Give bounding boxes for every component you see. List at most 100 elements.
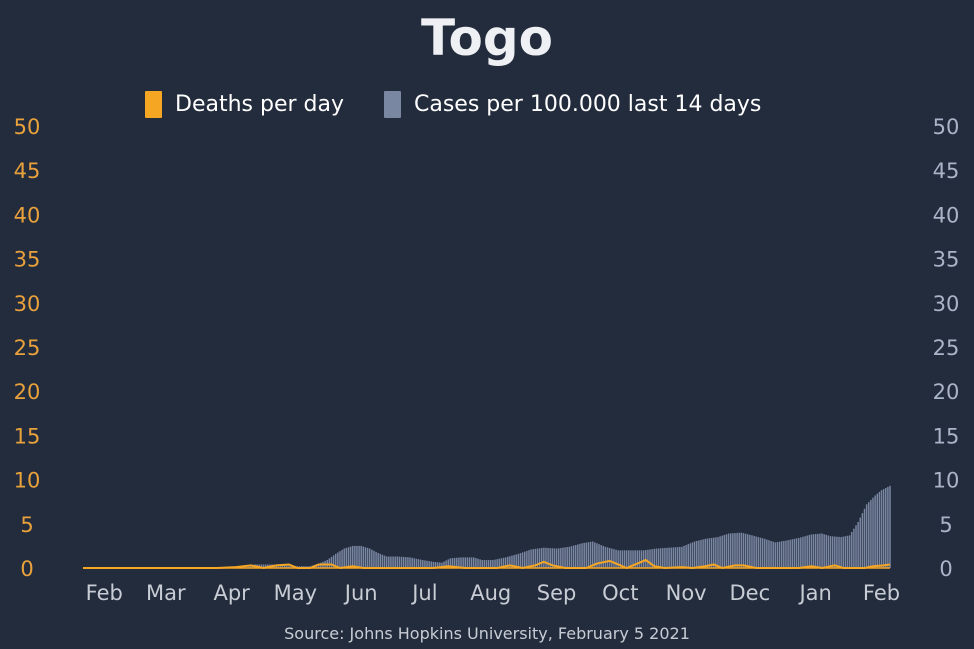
cases-bar — [817, 533, 819, 568]
cases-bar — [793, 538, 796, 568]
cases-bar — [264, 564, 267, 568]
cases-bar — [776, 542, 779, 568]
cases-bar — [494, 559, 496, 568]
cases-bar — [407, 557, 409, 568]
cases-bar — [859, 517, 862, 568]
cases-bar — [598, 544, 600, 568]
cases-bar — [443, 561, 445, 568]
cases-bar — [517, 553, 520, 568]
cases-bar — [823, 534, 825, 568]
chart-title: Togo — [421, 9, 553, 67]
cases-bar — [419, 559, 422, 568]
cases-bar — [260, 564, 263, 568]
cases-bar — [831, 536, 834, 568]
cases-bar — [611, 548, 613, 568]
cases-bar — [814, 534, 817, 568]
cases-bar — [829, 536, 832, 568]
cases-bar — [787, 540, 789, 568]
cases-bar — [874, 495, 876, 568]
cases-bar — [628, 550, 630, 568]
cases-bar — [725, 534, 728, 568]
cases-bar — [351, 545, 354, 568]
cases-bar — [712, 537, 715, 568]
cases-bar — [706, 538, 709, 568]
right-y-tick-label: 5 — [939, 513, 952, 537]
cases-bar — [887, 486, 889, 568]
cases-bars — [207, 485, 891, 568]
legend-label-deaths: Deaths per day — [175, 92, 344, 117]
cases-bar — [504, 557, 507, 568]
cases-bar — [732, 533, 734, 568]
cases-bar — [492, 560, 494, 568]
cases-bar — [766, 539, 768, 568]
cases-bar — [426, 560, 428, 568]
cases-bar — [436, 562, 439, 568]
cases-bar — [572, 545, 575, 568]
cases-bar — [795, 538, 798, 568]
cases-bar — [600, 545, 602, 568]
cases-bar — [477, 558, 479, 568]
cases-bar — [362, 546, 365, 568]
right-y-tick-label: 50 — [933, 115, 960, 139]
cases-bar — [481, 560, 483, 568]
cases-bar — [345, 547, 348, 568]
cases-bar — [719, 536, 721, 568]
cases-bar — [375, 551, 377, 568]
cases-bar — [736, 532, 738, 568]
x-tick-label-apr: Apr — [213, 581, 250, 605]
cases-bar — [400, 556, 403, 568]
cases-bar — [751, 535, 753, 568]
cases-bar — [683, 545, 685, 568]
cases-bar — [468, 557, 471, 568]
cases-bar — [865, 504, 868, 568]
cases-bar — [417, 559, 420, 568]
cases-bar — [284, 565, 286, 568]
cases-bar — [511, 555, 513, 568]
cases-bar — [602, 545, 605, 568]
cases-bar — [834, 536, 836, 568]
right-y-tick-label: 30 — [933, 292, 960, 316]
legend: Deaths per day Cases per 100.000 last 14… — [145, 91, 761, 118]
cases-bar — [343, 548, 345, 568]
cases-bar — [347, 547, 350, 568]
x-tick-label-sep: Sep — [537, 581, 577, 605]
cases-bar — [672, 547, 675, 568]
cases-bar — [738, 532, 740, 568]
cases-bar — [458, 557, 460, 568]
cases-bar — [734, 533, 736, 568]
cases-bar — [744, 533, 747, 568]
x-tick-label-nov: Nov — [666, 581, 707, 605]
cases-bar — [715, 537, 717, 568]
cases-bar — [696, 540, 698, 568]
cases-bar — [783, 540, 785, 568]
cases-bar — [498, 558, 500, 568]
cases-bar — [581, 543, 583, 568]
cases-bar — [664, 547, 666, 568]
cases-bar — [528, 550, 530, 568]
cases-bar — [774, 542, 777, 568]
cases-bar — [851, 531, 853, 568]
cases-bar — [445, 560, 447, 568]
right-y-tick-label: 35 — [933, 248, 960, 272]
cases-bar — [853, 528, 855, 568]
cases-bar — [812, 534, 815, 568]
cases-bar — [819, 533, 821, 568]
cases-bar — [500, 558, 503, 568]
cases-bar — [700, 539, 702, 568]
cases-bar — [863, 508, 866, 568]
cases-bar — [373, 550, 375, 568]
cases-bar — [647, 549, 649, 568]
cases-bar — [691, 542, 694, 568]
cases-bar — [538, 548, 541, 568]
cases-bar — [434, 562, 437, 568]
cases-bar — [479, 559, 481, 568]
cases-bar — [286, 565, 288, 568]
right-y-tick-label: 45 — [933, 159, 960, 183]
cases-bar — [632, 550, 634, 568]
source-note: Source: Johns Hopkins University, Februa… — [284, 624, 690, 643]
cases-bar — [861, 513, 864, 568]
cases-bar — [470, 557, 473, 568]
cases-bar — [328, 558, 331, 568]
cases-bar — [708, 538, 711, 568]
cases-bar — [640, 550, 643, 568]
